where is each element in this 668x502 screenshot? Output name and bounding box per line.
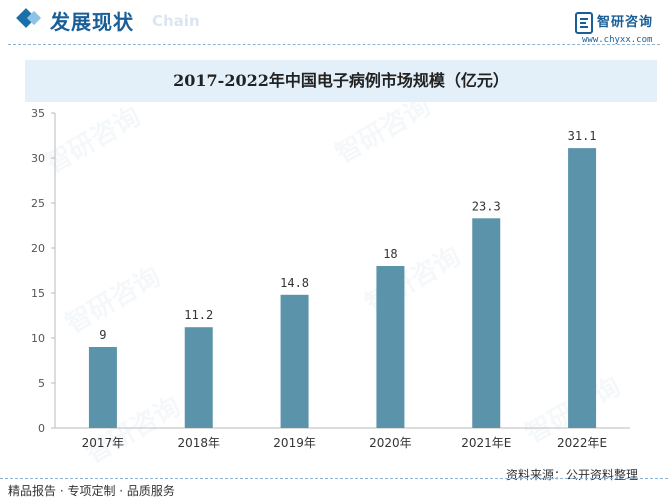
header-divider <box>8 44 660 45</box>
section-subtitle: Chain <box>152 12 200 30</box>
y-tick-label: 20 <box>31 242 45 255</box>
x-tick-label: 2022年E <box>557 436 607 450</box>
y-axis: 0 5 10 15 20 25 30 35 <box>31 107 56 435</box>
bar <box>88 347 117 428</box>
brand-url: www.chyxx.com <box>582 35 653 45</box>
y-tick-label: 30 <box>31 152 45 165</box>
bar <box>376 266 405 428</box>
data-label: 23.3 <box>472 199 501 213</box>
brand-name: 智研咨询 <box>597 15 654 30</box>
data-label: 18 <box>383 247 397 261</box>
x-tick-label: 2019年 <box>273 436 316 450</box>
y-tick-label: 25 <box>31 197 45 210</box>
data-label: 9 <box>99 328 106 342</box>
bar <box>568 148 597 428</box>
section-title: 发展现状 <box>50 10 134 34</box>
x-tick-label: 2018年 <box>177 436 220 450</box>
x-tick-label: 2020年 <box>369 436 412 450</box>
source-note: 资料来源：公开资料整理 <box>506 468 639 482</box>
data-label: 31.1 <box>568 129 597 143</box>
y-tick-label: 15 <box>31 287 45 300</box>
data-label: 11.2 <box>184 308 213 322</box>
footer-tagline: 精品报告 · 专项定制 · 品质服务 <box>8 484 175 498</box>
y-tick-label: 5 <box>38 377 45 390</box>
page-header: 发展现状 Chain 智研咨询 www.chyxx.com <box>0 0 668 46</box>
bar <box>472 218 501 428</box>
x-tick-label: 2017年 <box>82 436 125 450</box>
data-label: 14.8 <box>280 276 309 290</box>
y-tick-label: 35 <box>31 107 45 120</box>
y-tick-label: 10 <box>31 332 45 345</box>
y-tick-label: 0 <box>38 422 45 435</box>
bar <box>280 294 309 428</box>
footer-divider <box>0 478 668 479</box>
x-axis: 2017年 2018年 2019年 2020年 2021年E 2022年E <box>55 427 630 450</box>
x-tick-label: 2021年E <box>461 436 511 450</box>
bar <box>184 327 213 428</box>
chart-title-band <box>25 60 657 102</box>
bar-series: 9 11.2 14.8 18 23.3 31.1 <box>88 129 597 428</box>
chart-title: 2017-2022年中国电子病例市场规模（亿元） <box>173 71 509 90</box>
brand-logo-icon <box>575 12 593 34</box>
